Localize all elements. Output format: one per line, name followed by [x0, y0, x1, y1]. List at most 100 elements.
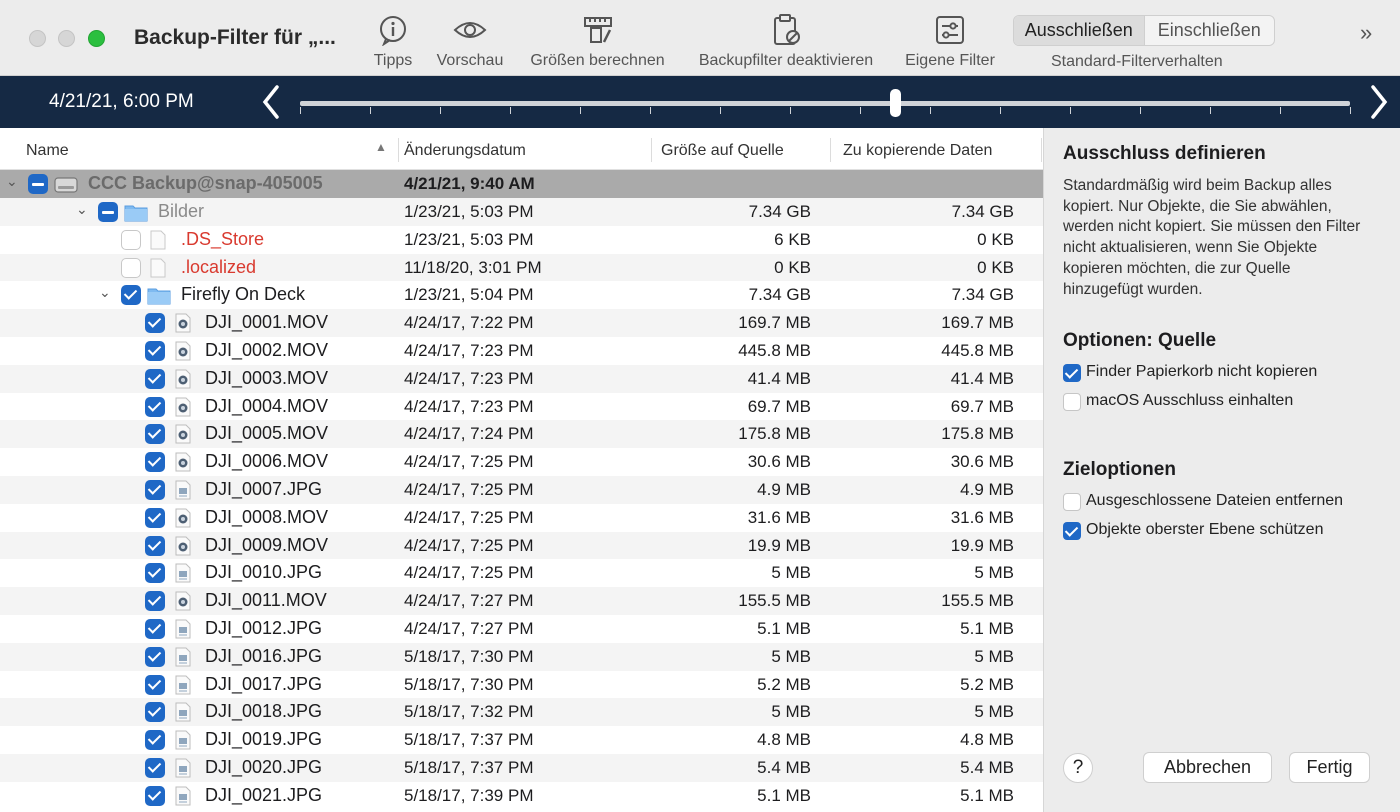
table-row-root[interactable]: ⌄ CCC Backup@snap-405005 4/21/21, 9:40 A…: [0, 170, 1043, 198]
table-row[interactable]: DJI_0021.JPG 5/18/17, 7:39 PM 5.1 MB 5.1 MB: [0, 782, 1043, 810]
close-window-button[interactable]: [29, 30, 46, 47]
copy-column-header[interactable]: Zu kopierende Daten: [843, 142, 993, 159]
table-row[interactable]: DJI_0008.MOV 4/24/17, 7:25 PM 31.6 MB 31.6 …: [0, 504, 1043, 532]
row-checkbox-checked[interactable]: [145, 340, 165, 361]
tips-button[interactable]: Tipps: [368, 12, 418, 72]
size-column-header[interactable]: Größe auf Quelle: [661, 142, 784, 159]
row-checkbox-unchecked[interactable]: [121, 229, 141, 250]
exclude-segment[interactable]: Ausschließen: [1014, 16, 1145, 45]
row-checkbox-mixed[interactable]: [98, 202, 118, 222]
row-checkbox-checked[interactable]: [145, 396, 165, 417]
timeline-next-button[interactable]: [1366, 84, 1392, 120]
own-filter-label: Eigene Filter: [905, 52, 995, 69]
row-checkbox-checked[interactable]: [145, 368, 165, 389]
row-date: 4/24/17, 7:25 PM: [404, 507, 534, 527]
row-checkbox-checked[interactable]: [145, 452, 165, 473]
disable-filter-button[interactable]: Backupfilter deaktivieren: [689, 12, 883, 72]
cancel-button[interactable]: Abbrechen: [1143, 752, 1272, 783]
table-row[interactable]: DJI_0020.JPG 5/18/17, 7:37 PM 5.4 MB 5.4 MB: [0, 753, 1043, 782]
row-name: Bilder: [158, 201, 205, 221]
protect-top-level-checkbox[interactable]: [1063, 522, 1081, 540]
row-checkbox-checked[interactable]: [145, 757, 165, 778]
row-name: .DS_Store: [181, 228, 265, 249]
preview-button[interactable]: Vorschau: [432, 12, 508, 72]
toolbar-overflow-icon[interactable]: »: [1360, 20, 1373, 45]
row-checkbox-checked[interactable]: [145, 479, 165, 500]
row-checkbox-checked[interactable]: [145, 785, 165, 806]
row-checkbox-checked[interactable]: [145, 618, 165, 639]
table-row[interactable]: ⌄ Bilder 1/23/21, 5:03 PM 7.34 GB 7.34 G…: [0, 198, 1043, 226]
table-row[interactable]: DJI_0001.MOV 4/24/17, 7:22 PM 169.7 MB 169.…: [0, 309, 1043, 337]
table-row[interactable]: DJI_0012.JPG 4/24/17, 7:27 PM 5.1 MB 5.1 MB: [0, 615, 1043, 643]
row-checkbox-checked[interactable]: [145, 730, 165, 751]
row-checkbox-unchecked[interactable]: [121, 257, 141, 278]
table-row[interactable]: DJI_0019.JPG 5/18/17, 7:37 PM 4.8 MB 4.8 MB: [0, 726, 1043, 754]
row-copy: 5 MB: [974, 702, 1014, 722]
disable-filter-label: Backupfilter deaktivieren: [698, 52, 874, 69]
disclosure-open-icon[interactable]: ⌄: [6, 173, 18, 189]
timeline-slider-thumb[interactable]: [890, 89, 901, 117]
row-date: 5/18/17, 7:37 PM: [404, 730, 534, 750]
table-row[interactable]: DJI_0003.MOV 4/24/17, 7:23 PM 41.4 MB 41.4 …: [0, 364, 1043, 393]
done-button[interactable]: Fertig: [1289, 752, 1370, 783]
row-size: 4.9 MB: [757, 479, 811, 499]
table-row[interactable]: DJI_0017.JPG 5/18/17, 7:30 PM 5.2 MB 5.2 MB: [0, 671, 1043, 699]
row-checkbox-checked[interactable]: [121, 285, 141, 306]
help-button[interactable]: ?: [1063, 753, 1093, 783]
timeline-tick: [1070, 107, 1071, 114]
calc-sizes-button[interactable]: Größen berechnen: [525, 12, 670, 72]
preview-label: Vorschau: [436, 52, 504, 69]
table-row[interactable]: DJI_0011.MOV 4/24/17, 7:27 PM 155.5 MB 155.…: [0, 587, 1043, 615]
row-date: 1/23/21, 5:03 PM: [404, 229, 534, 249]
own-filter-button[interactable]: Eigene Filter: [900, 12, 1000, 72]
include-segment[interactable]: Einschließen: [1157, 20, 1261, 40]
row-date: 4/24/17, 7:22 PM: [404, 313, 534, 333]
table-row[interactable]: DJI_0016.JPG 5/18/17, 7:30 PM 5 MB 5 MB: [0, 642, 1043, 671]
table-row[interactable]: ⌄ Firefly On Deck 1/23/21, 5:04 PM 7.34 …: [0, 281, 1043, 309]
row-checkbox-checked[interactable]: [145, 507, 165, 528]
row-copy: 175.8 MB: [941, 424, 1014, 444]
row-checkbox-checked[interactable]: [145, 702, 165, 723]
table-row[interactable]: DJI_0018.JPG 5/18/17, 7:32 PM 5 MB 5 MB: [0, 698, 1043, 727]
ruler-icon: [525, 12, 670, 48]
movie-file-icon: [175, 424, 191, 444]
row-name: DJI_0009.MOV: [205, 534, 329, 555]
timeline-prev-button[interactable]: [258, 84, 284, 120]
table-row[interactable]: DJI_0009.MOV 4/24/17, 7:25 PM 19.9 MB 19.9 …: [0, 531, 1043, 560]
timeline-tick: [300, 107, 301, 114]
row-checkbox-checked[interactable]: [145, 563, 165, 584]
table-row[interactable]: .localized 11/18/20, 3:01 PM 0 KB 0 KB: [0, 253, 1043, 282]
table-row[interactable]: DJI_0002.MOV 4/24/17, 7:23 PM 445.8 MB 445.…: [0, 337, 1043, 365]
row-checkbox-checked[interactable]: [145, 535, 165, 556]
row-date: 11/18/20, 3:01 PM: [404, 257, 542, 277]
finder-trash-checkbox[interactable]: [1063, 364, 1081, 382]
disclosure-open-icon[interactable]: ⌄: [99, 284, 111, 301]
date-column-header[interactable]: Änderungsdatum: [404, 142, 526, 159]
macos-exclusion-checkbox[interactable]: [1063, 393, 1081, 411]
row-name: DJI_0004.MOV: [205, 395, 329, 416]
disclosure-open-icon[interactable]: ⌄: [76, 201, 88, 217]
row-checkbox-checked[interactable]: [145, 313, 165, 334]
minimize-window-button[interactable]: [58, 30, 75, 47]
remove-excluded-checkbox[interactable]: [1063, 493, 1081, 511]
clipboard-disabled-icon: [689, 12, 883, 48]
table-row[interactable]: DJI_0004.MOV 4/24/17, 7:23 PM 69.7 MB 69.7 …: [0, 393, 1043, 421]
row-checkbox-checked[interactable]: [145, 591, 165, 612]
row-checkbox-checked[interactable]: [145, 646, 165, 667]
table-row[interactable]: DJI_0005.MOV 4/24/17, 7:24 PM 175.8 MB 175.…: [0, 420, 1043, 449]
row-name: DJI_0001.MOV: [205, 312, 329, 333]
row-size: 5.1 MB: [757, 618, 811, 638]
row-checkbox-checked[interactable]: [145, 424, 165, 445]
name-column-header[interactable]: Name: [26, 142, 69, 159]
row-checkbox-mixed[interactable]: [28, 174, 48, 194]
table-row[interactable]: DJI_0010.JPG 4/24/17, 7:25 PM 5 MB 5 MB: [0, 559, 1043, 587]
table-row[interactable]: .DS_Store 1/23/21, 5:03 PM 6 KB 0 KB: [0, 226, 1043, 254]
row-copy: 7.34 GB: [951, 285, 1014, 305]
row-copy: 4.8 MB: [960, 730, 1014, 750]
row-date: 5/18/17, 7:30 PM: [404, 646, 534, 666]
timeline-track[interactable]: [300, 101, 1350, 106]
table-row[interactable]: DJI_0007.JPG 4/24/17, 7:25 PM 4.9 MB 4.9 MB: [0, 475, 1043, 504]
row-checkbox-checked[interactable]: [145, 674, 165, 695]
zoom-window-button[interactable]: [88, 30, 105, 47]
table-row[interactable]: DJI_0006.MOV 4/24/17, 7:25 PM 30.6 MB 30.6 …: [0, 448, 1043, 476]
